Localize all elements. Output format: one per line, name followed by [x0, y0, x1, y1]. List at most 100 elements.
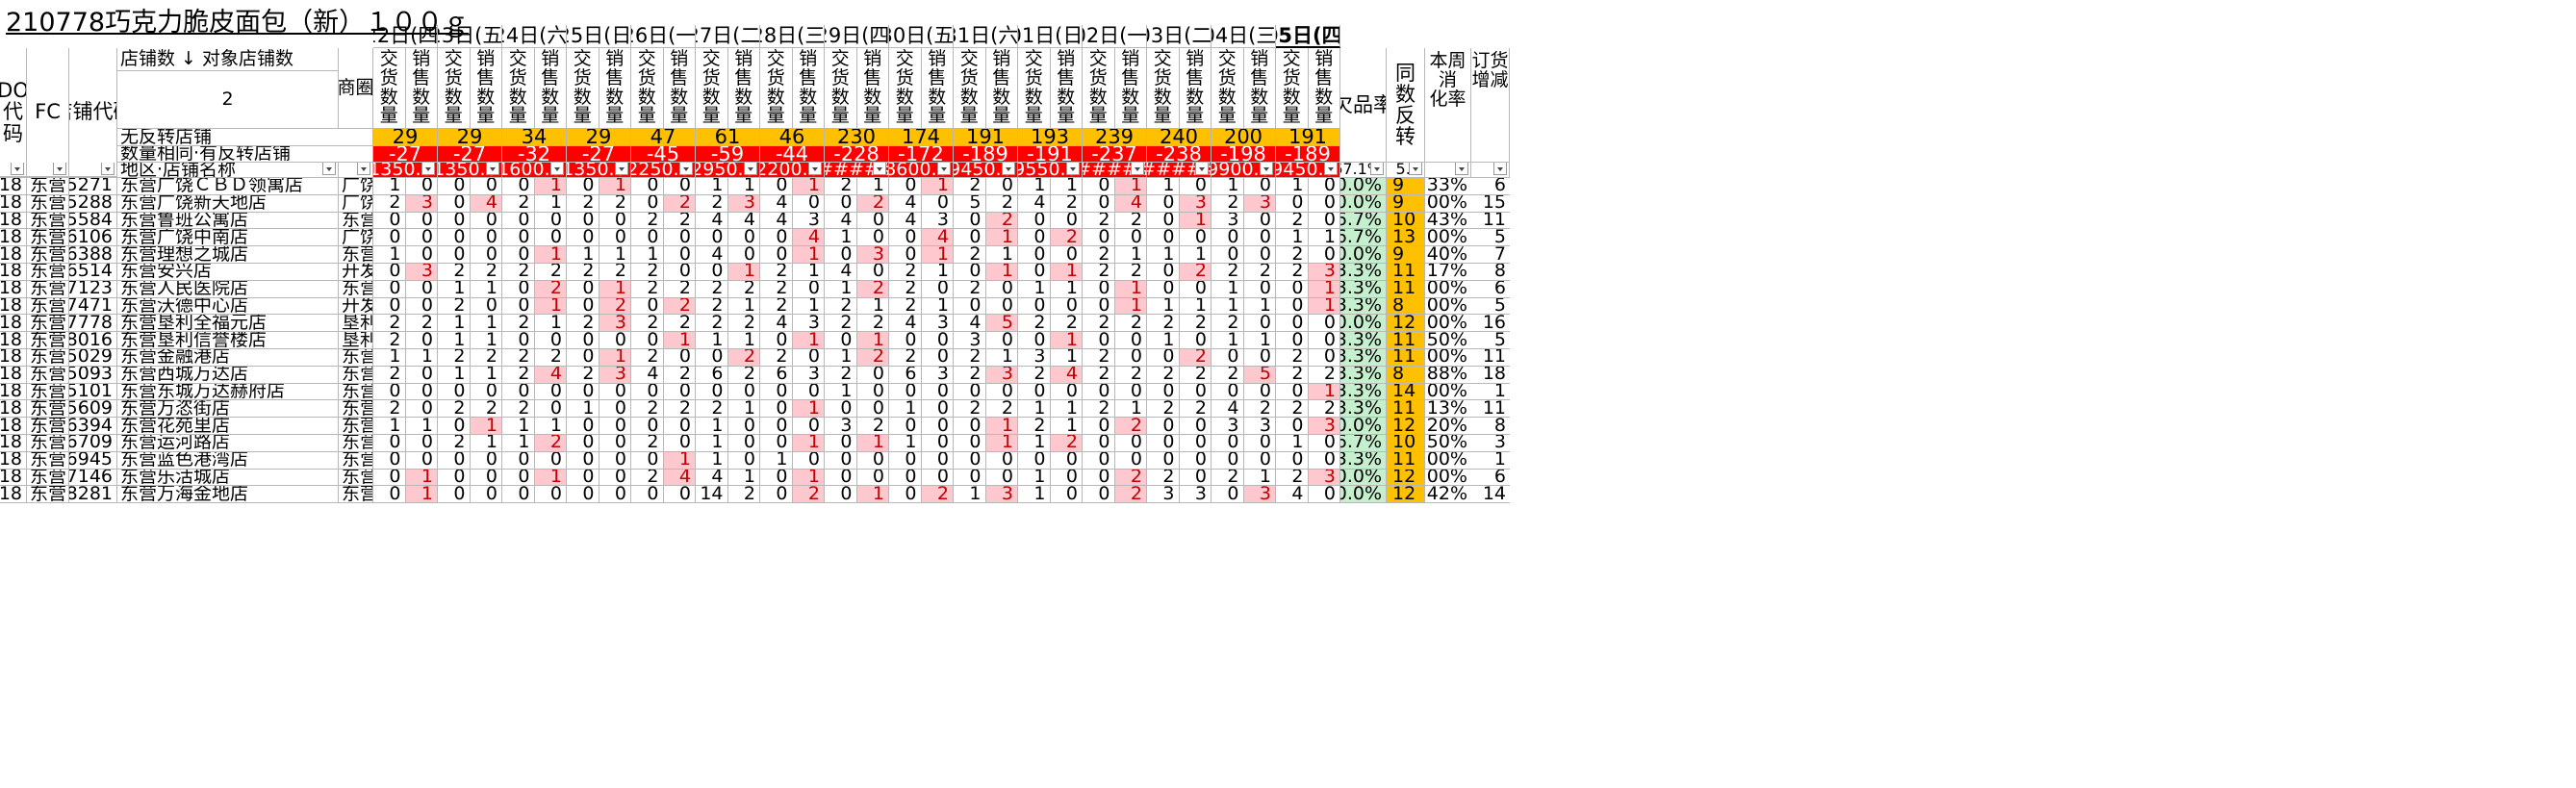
deliver-qty-cell[interactable]: 2 [631, 469, 664, 487]
deliver-qty-cell[interactable]: 1 [825, 349, 857, 367]
sales-qty-cell[interactable]: 3 [727, 194, 760, 213]
deliver-qty-cell[interactable]: 0 [502, 280, 535, 298]
sales-qty-cell[interactable]: 0 [663, 178, 696, 195]
row-store-name[interactable]: 东营广饶ＣＢＤ领寓店 [117, 178, 339, 195]
sales-qty-cell[interactable]: 0 [856, 264, 889, 281]
sales-qty-cell[interactable]: 0 [405, 451, 438, 470]
deliver-qty-cell[interactable]: 4 [696, 469, 728, 487]
sales-qty-cell[interactable]: 0 [856, 383, 889, 401]
filter-dropdown-icon[interactable] [1131, 163, 1144, 175]
sales-qty-cell[interactable]: 0 [405, 332, 438, 349]
deliver-qty-cell[interactable]: 2 [438, 349, 471, 367]
deliver-qty-cell[interactable]: 0 [438, 194, 471, 213]
sales-qty-cell[interactable]: 1 [727, 400, 760, 419]
sales-qty-cell[interactable]: 2 [663, 212, 696, 230]
filter-dropdown-icon[interactable] [679, 163, 693, 175]
row-store-name[interactable]: 东营金融港店 [117, 349, 339, 367]
deliver-qty-cell[interactable]: 3 [1018, 349, 1051, 367]
sales-qty-cell[interactable]: 1 [921, 178, 954, 195]
deliver-qty-cell[interactable]: 0 [502, 451, 535, 470]
deliver-qty-cell[interactable]: 0 [567, 435, 599, 452]
deliver-qty-cell[interactable]: 2 [1276, 469, 1309, 487]
sales-qty-cell[interactable]: 0 [727, 246, 760, 264]
sales-qty-cell[interactable]: 2 [663, 297, 696, 316]
sales-qty-cell[interactable]: 3 [1243, 486, 1276, 504]
sales-qty-cell[interactable]: 2 [470, 400, 502, 419]
sales-qty-cell[interactable]: 0 [1114, 332, 1147, 349]
deliver-qty-cell[interactable]: 4 [631, 366, 664, 384]
sales-qty-cell[interactable]: 0 [921, 280, 954, 298]
sales-qty-cell[interactable]: 0 [1243, 178, 1276, 195]
deliver-qty-cell[interactable]: 1 [696, 332, 728, 349]
sales-qty-cell[interactable]: 0 [1243, 229, 1276, 247]
deliver-qty-cell[interactable]: 2 [954, 280, 986, 298]
sales-qty-cell[interactable]: 0 [1114, 451, 1147, 470]
deliver-qty-cell[interactable]: 0 [825, 435, 857, 452]
sales-qty-cell[interactable]: 2 [1114, 418, 1147, 435]
sales-qty-cell[interactable]: 1 [1308, 229, 1340, 247]
sales-qty-cell[interactable]: 1 [470, 366, 502, 384]
filter-dropdown-icon[interactable] [1455, 163, 1468, 175]
deliver-qty-cell[interactable]: 4 [889, 212, 922, 230]
sales-qty-cell[interactable]: 0 [1243, 280, 1276, 298]
deliver-qty-cell[interactable]: 0 [567, 280, 599, 298]
sales-qty-cell[interactable]: 0 [599, 469, 631, 487]
deliver-qty-cell[interactable]: 4 [760, 212, 793, 230]
sales-qty-cell[interactable]: 0 [1114, 435, 1147, 452]
deliver-qty-cell[interactable]: 2 [760, 264, 793, 281]
sales-qty-cell[interactable]: 4 [1114, 194, 1147, 213]
sales-qty-cell[interactable]: 0 [405, 280, 438, 298]
deliver-qty-cell[interactable]: 2 [1211, 366, 1244, 384]
deliver-qty-cell[interactable]: 0 [631, 486, 664, 504]
deliver-qty-cell[interactable]: 1 [696, 418, 728, 435]
deliver-qty-cell[interactable]: 0 [502, 246, 535, 264]
deliver-qty-cell[interactable]: 3 [1147, 486, 1180, 504]
deliver-qty-cell[interactable]: 1 [1276, 435, 1309, 452]
sales-qty-cell[interactable]: 1 [470, 280, 502, 298]
sales-qty-cell[interactable]: 4 [792, 229, 825, 247]
sales-qty-cell[interactable]: 0 [599, 212, 631, 230]
sales-qty-cell[interactable]: 1 [1243, 332, 1276, 349]
amount-cell[interactable]: -1600.0 [502, 163, 567, 178]
sales-qty-cell[interactable]: 0 [663, 435, 696, 452]
sales-qty-cell[interactable]: 0 [921, 194, 954, 213]
deliver-qty-cell[interactable]: 0 [760, 229, 793, 247]
sales-qty-cell[interactable]: 1 [1308, 280, 1340, 298]
deliver-qty-cell[interactable]: 0 [954, 229, 986, 247]
sales-qty-cell[interactable]: 1 [470, 315, 502, 333]
sales-qty-cell[interactable]: 1 [534, 194, 567, 213]
sales-qty-cell[interactable]: 2 [534, 280, 567, 298]
deliver-qty-cell[interactable]: 0 [567, 212, 599, 230]
deliver-qty-cell[interactable]: 0 [1018, 451, 1051, 470]
sales-qty-cell[interactable]: 0 [1308, 194, 1340, 213]
deliver-qty-cell[interactable]: 2 [502, 349, 535, 367]
sales-qty-cell[interactable]: 2 [1243, 400, 1276, 419]
sales-qty-cell[interactable]: 2 [470, 349, 502, 367]
filter-dropdown-icon[interactable] [1260, 163, 1273, 175]
sales-qty-cell[interactable]: 1 [663, 451, 696, 470]
deliver-qty-cell[interactable]: 1 [1018, 486, 1051, 504]
sales-qty-cell[interactable]: 1 [1114, 297, 1147, 316]
deliver-qty-cell[interactable]: 0 [760, 435, 793, 452]
deliver-qty-cell[interactable]: 2 [696, 194, 728, 213]
sales-qty-cell[interactable]: 0 [1243, 246, 1276, 264]
deliver-qty-cell[interactable]: 1 [825, 280, 857, 298]
deliver-qty-cell[interactable]: 1 [502, 435, 535, 452]
sales-qty-cell[interactable]: 2 [1179, 315, 1211, 333]
deliver-qty-cell[interactable]: 0 [631, 229, 664, 247]
sales-qty-cell[interactable]: 0 [534, 486, 567, 504]
sales-qty-cell[interactable]: 2 [1308, 366, 1340, 384]
deliver-qty-cell[interactable]: 1 [1018, 280, 1051, 298]
row-store-code[interactable]: 106709 [69, 435, 117, 452]
deliver-qty-cell[interactable]: 1 [1018, 435, 1051, 452]
sales-qty-cell[interactable]: 0 [1050, 469, 1083, 487]
deliver-qty-cell[interactable]: 3 [1211, 418, 1244, 435]
deliver-qty-cell[interactable]: 2 [1211, 264, 1244, 281]
deliver-qty-cell[interactable]: 0 [567, 332, 599, 349]
deliver-qty-cell[interactable]: 1 [373, 178, 406, 195]
sales-qty-cell[interactable]: 0 [1308, 349, 1340, 367]
deliver-qty-cell[interactable]: 1 [373, 349, 406, 367]
sales-qty-cell[interactable]: 0 [1308, 486, 1340, 504]
deliver-qty-cell[interactable]: 2 [889, 297, 922, 316]
deliver-qty-cell[interactable]: 0 [889, 178, 922, 195]
